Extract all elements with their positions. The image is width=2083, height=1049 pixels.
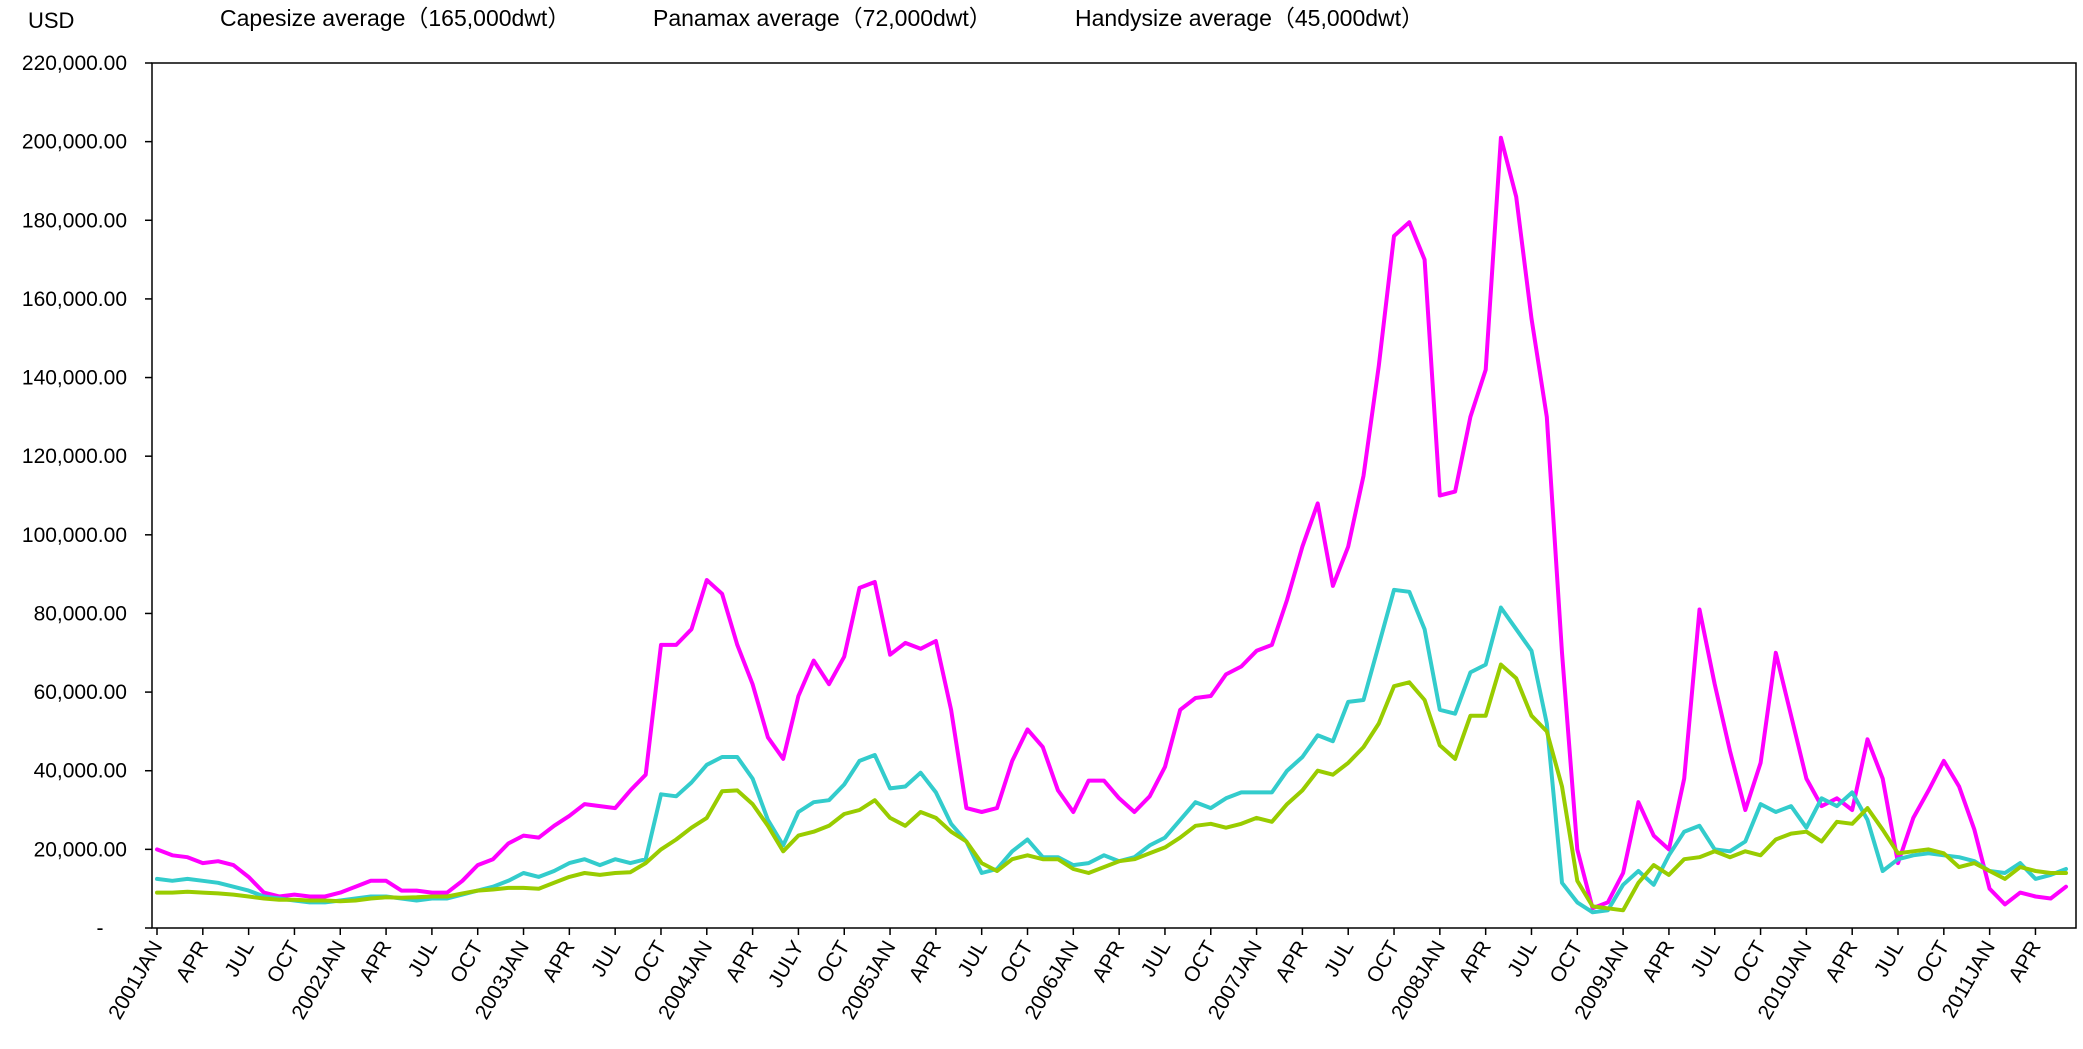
y-tick-label: -: [97, 917, 104, 940]
x-tick-label: APR: [1271, 937, 1313, 986]
x-tick-label: APR: [172, 937, 214, 986]
legend-handysize: Handysize average（45,000dwt）: [1075, 5, 1424, 31]
series-line-0: [155, 135, 2068, 911]
x-tick-label: OCT: [1729, 937, 1771, 987]
x-tick-label: APR: [2004, 937, 2046, 986]
x-tick-label: OCT: [263, 937, 305, 987]
y-tick-label: 20,000.00: [34, 838, 127, 861]
x-tick-label: APR: [1088, 937, 1130, 986]
y-tick-label: 180,000.00: [22, 209, 127, 232]
x-tick-label: JUL: [587, 937, 626, 981]
y-tick-label: 60,000.00: [34, 681, 127, 704]
x-tick-label: APR: [1821, 937, 1863, 986]
x-tick-label: JUL: [1686, 937, 1725, 981]
x-tick-label: OCT: [812, 937, 854, 987]
y-tick-label: 200,000.00: [22, 131, 127, 154]
y-tick-label: 140,000.00: [22, 367, 127, 390]
series-layer: [155, 135, 2068, 915]
x-tick-label: OCT: [446, 937, 488, 987]
x-tick-label: OCT: [1362, 937, 1404, 987]
x-tick-label: APR: [1638, 937, 1680, 986]
x-tick-label: OCT: [1179, 937, 1221, 987]
x-tick-label: APR: [1454, 937, 1496, 986]
x-tick-label: JUL: [220, 937, 259, 981]
x-tick-label: JULY: [764, 937, 809, 992]
legend: Capesize average（165,000dwt） Panamax ave…: [220, 5, 1424, 31]
x-tick-label: OCT: [1912, 937, 1954, 987]
legend-panamax: Panamax average（72,000dwt）: [653, 5, 992, 31]
x-tick-label: JUL: [1320, 937, 1359, 981]
legend-capesize: Capesize average（165,000dwt）: [220, 5, 570, 31]
y-tick-label: 80,000.00: [34, 602, 127, 625]
x-tick-label: APR: [355, 937, 397, 986]
x-tick-label: JUL: [1870, 937, 1909, 981]
x-tick-label: OCT: [996, 937, 1038, 987]
y-unit-label: USD: [28, 8, 74, 33]
x-tick-label: APR: [538, 937, 580, 986]
y-tick-label: 100,000.00: [22, 524, 127, 547]
x-tick-label: OCT: [1546, 937, 1588, 987]
y-tick-label: 120,000.00: [22, 445, 127, 468]
plot-area: [151, 62, 2077, 929]
x-tick-label: JUL: [404, 937, 443, 981]
y-tick-label: 40,000.00: [34, 760, 127, 783]
x-tick-label: OCT: [629, 937, 671, 987]
x-tick-label: 2001JAN: [104, 937, 167, 1023]
x-tick-label: JUL: [1137, 937, 1176, 981]
y-tick-label: 160,000.00: [22, 288, 127, 311]
series-line-2: [155, 662, 2068, 913]
y-tick-label: 220,000.00: [22, 52, 127, 75]
x-tick-label: JUL: [953, 937, 992, 981]
x-tick-label: APR: [905, 937, 947, 986]
y-axis: - 20,000.00 40,000.00 60,000.00 80,000.00 100…: [22, 52, 152, 940]
x-tick-label: JUL: [1503, 937, 1542, 981]
x-tick-label: APR: [721, 937, 763, 986]
